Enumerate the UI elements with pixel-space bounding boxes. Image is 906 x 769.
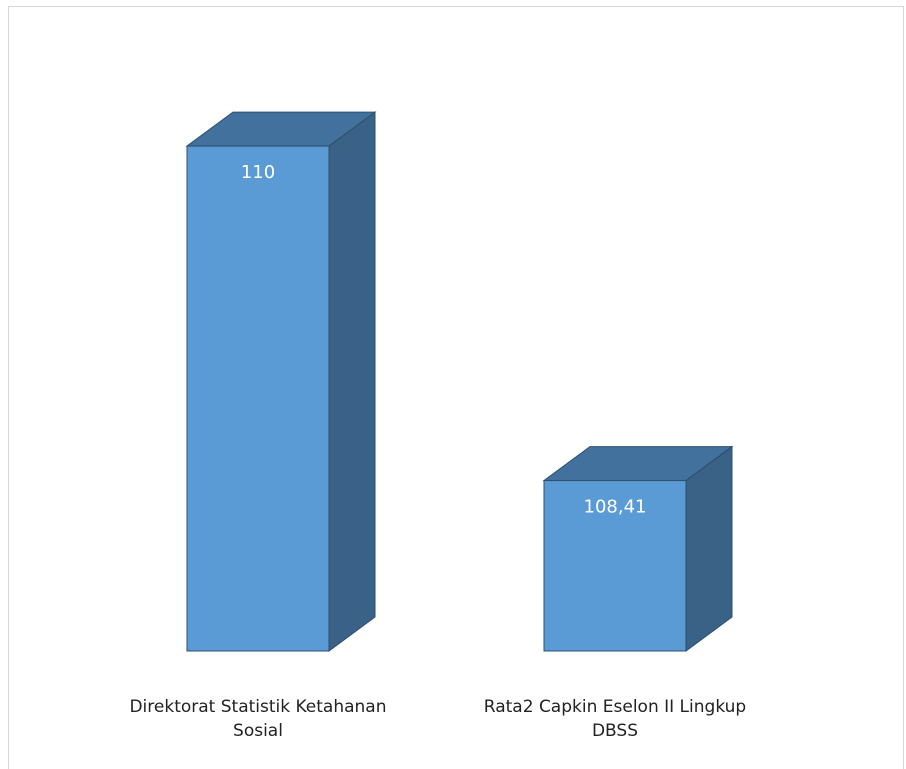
labels-layer: 110 Direktorat Statistik Ketahanan Sosial 1…	[129, 162, 746, 741]
bar-side-face	[685, 445, 733, 652]
category-label: Rata2 Capkin Eselon II Lingkup	[484, 697, 746, 717]
data-label: 110	[241, 162, 275, 183]
category-label: Sosial	[233, 721, 283, 741]
chart-frame	[8, 6, 904, 769]
bar-front-face	[543, 480, 687, 652]
category-label: Direktorat Statistik Ketahanan	[129, 697, 386, 717]
bar-2	[542, 445, 734, 652]
bar-front-face	[186, 145, 330, 652]
bar-1	[185, 111, 377, 652]
data-label: 108,41	[584, 497, 647, 518]
category-label: DBSS	[592, 721, 638, 741]
bars-layer	[185, 111, 734, 652]
bar-side-face	[328, 111, 376, 652]
